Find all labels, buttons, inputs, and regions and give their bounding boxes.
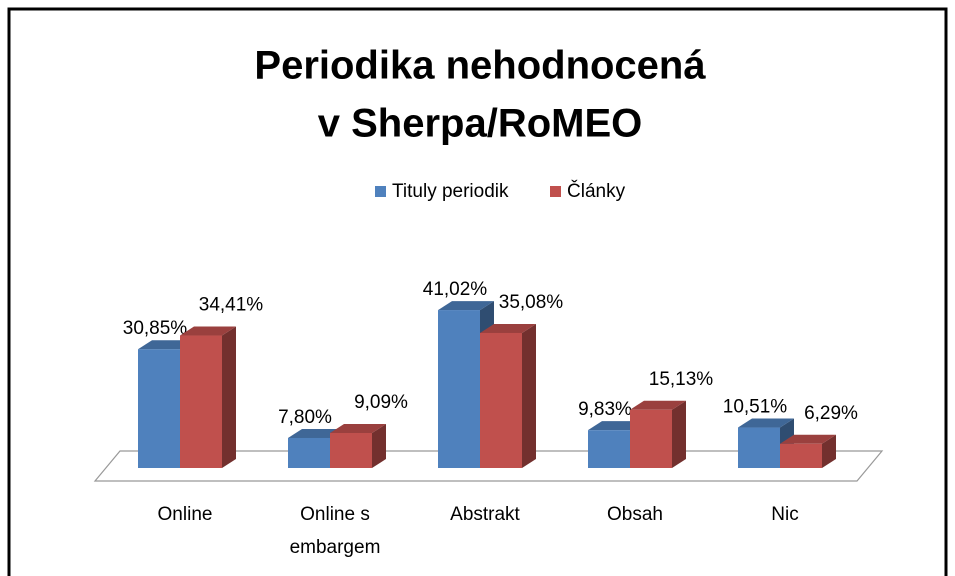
bar-front (630, 409, 672, 468)
value-label: 7,80% (278, 407, 332, 428)
x-tick-label: Nic (771, 504, 799, 525)
legend-label: Články (567, 180, 626, 202)
bar-front (288, 437, 330, 468)
bar-front (438, 310, 480, 468)
x-tick-label: Obsah (607, 504, 663, 525)
value-label: 34,41% (199, 295, 264, 316)
chart-title: v Sherpa/RoMEO (318, 102, 643, 146)
value-label: 30,85% (123, 318, 188, 339)
bar-side (672, 400, 686, 468)
bar-top (180, 326, 236, 336)
bar-front (138, 349, 180, 468)
legend-swatch (550, 186, 561, 197)
bar (780, 434, 836, 468)
x-tick-label: Abstrakt (450, 504, 520, 525)
bar-side (522, 323, 536, 468)
bar-top (630, 400, 686, 410)
value-label: 9,09% (354, 392, 408, 413)
value-label: 6,29% (804, 403, 858, 424)
x-tick-label: Online (157, 504, 213, 525)
value-label: 10,51% (723, 397, 788, 418)
legend-swatch (375, 186, 386, 197)
bar-top (738, 418, 794, 428)
bar-top (480, 323, 536, 333)
chart-title: Periodika nehodnocená (254, 44, 706, 88)
bar-top (438, 301, 494, 311)
bar-top (780, 434, 836, 444)
value-label: 9,83% (578, 399, 632, 420)
bar-side (822, 434, 836, 468)
bar-front (588, 430, 630, 468)
bar-side (372, 424, 386, 468)
value-label: 15,13% (649, 369, 714, 390)
bar-top (330, 424, 386, 434)
bar-front (180, 335, 222, 468)
bar-front (330, 433, 372, 468)
value-label: 41,02% (423, 279, 488, 300)
legend-label: Tituly periodik (392, 181, 509, 202)
frame (7, 7, 948, 576)
bar-front (780, 443, 822, 468)
bar (330, 424, 386, 468)
bar (480, 323, 536, 468)
bar (180, 326, 236, 468)
value-label: 35,08% (499, 292, 564, 313)
bar (630, 400, 686, 468)
bar-front (738, 427, 780, 468)
bar-front (480, 332, 522, 468)
bar-side (222, 326, 236, 468)
x-tick-label: Online s embargem (289, 504, 381, 558)
